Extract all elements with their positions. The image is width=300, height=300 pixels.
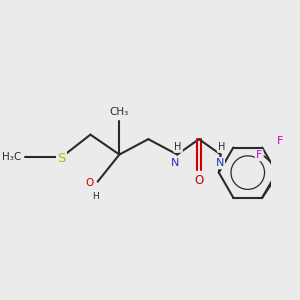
- Text: CH₃: CH₃: [110, 107, 129, 117]
- Text: F: F: [298, 150, 300, 160]
- Text: O: O: [86, 178, 94, 188]
- Text: N: N: [171, 158, 180, 168]
- Text: H₃C: H₃C: [2, 152, 22, 162]
- Text: O: O: [194, 173, 204, 187]
- Text: H: H: [92, 193, 99, 202]
- Text: F: F: [256, 150, 262, 160]
- Text: F: F: [277, 136, 283, 146]
- Text: H: H: [175, 142, 182, 152]
- Text: N: N: [215, 158, 224, 168]
- Text: S: S: [57, 152, 66, 165]
- Text: H: H: [218, 142, 225, 152]
